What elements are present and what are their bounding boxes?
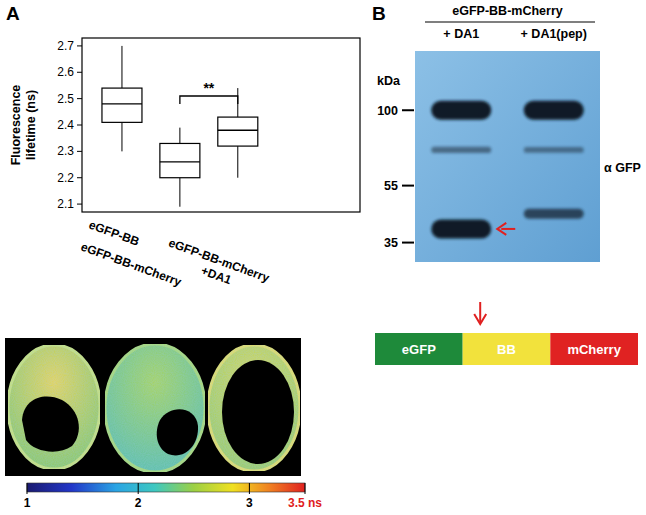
whisker-high: [121, 46, 122, 88]
y-tick-label: 2.3: [57, 144, 74, 158]
y-tick-label: 2.2: [57, 171, 74, 185]
y-tick-label: 2.5: [57, 92, 74, 106]
band-arrow: [497, 223, 515, 235]
y-tick: [77, 72, 82, 73]
construct-label: eGFP: [402, 342, 436, 357]
y-tick-label: 2.4: [57, 118, 74, 132]
bands: [431, 101, 584, 239]
construct-label: mCherry: [567, 342, 621, 357]
whisker-low: [237, 146, 238, 178]
band: [431, 219, 491, 238]
y-tick-label: 2.1: [57, 197, 74, 211]
y-axis-label: kDa: [377, 74, 401, 88]
y-tick-label: 100: [377, 104, 398, 118]
y-tick: [77, 125, 82, 126]
band: [431, 101, 491, 120]
panel-label: B: [372, 3, 386, 24]
y-tick-label: 2.7: [57, 39, 74, 53]
construct-segment: [550, 333, 638, 365]
cell: [8, 345, 100, 469]
whisker-low: [121, 122, 122, 151]
cleavage-arrow-head: [474, 314, 486, 324]
lane-label: + DA1(pep): [521, 27, 587, 41]
construct-label: BB: [497, 342, 516, 357]
y-axis-label-line: lifetime (ns): [24, 90, 38, 160]
significance-bracket: [180, 96, 238, 104]
y-tick: [77, 98, 82, 99]
colorbar-tick: [305, 483, 306, 494]
colorbar-tick-label: 2: [135, 496, 142, 510]
arrow-shaft: [501, 228, 515, 230]
whisker-high: [179, 128, 180, 144]
plot-frame: [82, 38, 360, 212]
band: [524, 147, 584, 153]
colorbar-tick: [138, 483, 139, 494]
y-tick: [402, 242, 414, 244]
box: [218, 117, 258, 146]
flim-image: [5, 338, 301, 476]
colorbar-tick: [27, 483, 28, 494]
y-axis-label-line: Fluorescence: [9, 85, 23, 166]
cell: [105, 344, 205, 472]
significance-label: **: [203, 80, 214, 96]
y-axis-label: Fluorescencelifetime (ns): [9, 85, 38, 166]
y-tick-label: 35: [384, 236, 398, 250]
box: [102, 88, 142, 122]
cleavage-arrow-shaft: [479, 302, 481, 322]
y-tick-label: 55: [384, 179, 398, 193]
whisker-low: [179, 178, 180, 207]
colorbar-tick: [249, 483, 250, 494]
y-tick-label: 2.6: [57, 65, 74, 79]
colorbar-tick-label: 3.5 ns: [288, 496, 322, 510]
x-tick-label: eGFP-BB-mCherry+DA1: [162, 236, 272, 300]
panel-label: A: [6, 3, 20, 24]
cell-interior: [222, 360, 294, 464]
y-tick: [77, 204, 82, 205]
colorbar-tick-label: 3: [246, 496, 253, 510]
lane-label: + DA1: [443, 27, 479, 41]
y-tick: [402, 185, 414, 187]
title-underline: [425, 21, 595, 22]
y-tick: [77, 45, 82, 46]
construct-segment: [463, 333, 551, 365]
y-tick: [402, 109, 414, 111]
cell: [208, 345, 300, 471]
boxes: [102, 46, 258, 207]
image-background: [5, 338, 301, 476]
arrow-head: [497, 223, 506, 235]
band: [524, 101, 584, 120]
colorbar-tick-label: 1: [24, 496, 31, 510]
cell-interior: [157, 409, 198, 455]
blot-title: eGFP-BB-mCherry: [452, 4, 562, 18]
band: [431, 147, 491, 153]
figure: A B 2.1 2.2 2.3 2.4 2.5 2.6 2.7 Fluorescencelifet…: [0, 0, 646, 515]
colorbar: [27, 483, 305, 492]
cell-interior: [22, 397, 79, 452]
y-tick: [77, 177, 82, 178]
box: [160, 143, 200, 177]
antibody-label: α GFP: [604, 161, 641, 175]
x-tick-label-line: +DA1: [199, 263, 233, 287]
median: [102, 103, 142, 104]
blot-membrane: [415, 51, 600, 262]
median: [160, 161, 200, 162]
median: [218, 130, 258, 131]
construct-segment: [375, 333, 463, 365]
band: [524, 209, 584, 219]
y-tick: [77, 151, 82, 152]
